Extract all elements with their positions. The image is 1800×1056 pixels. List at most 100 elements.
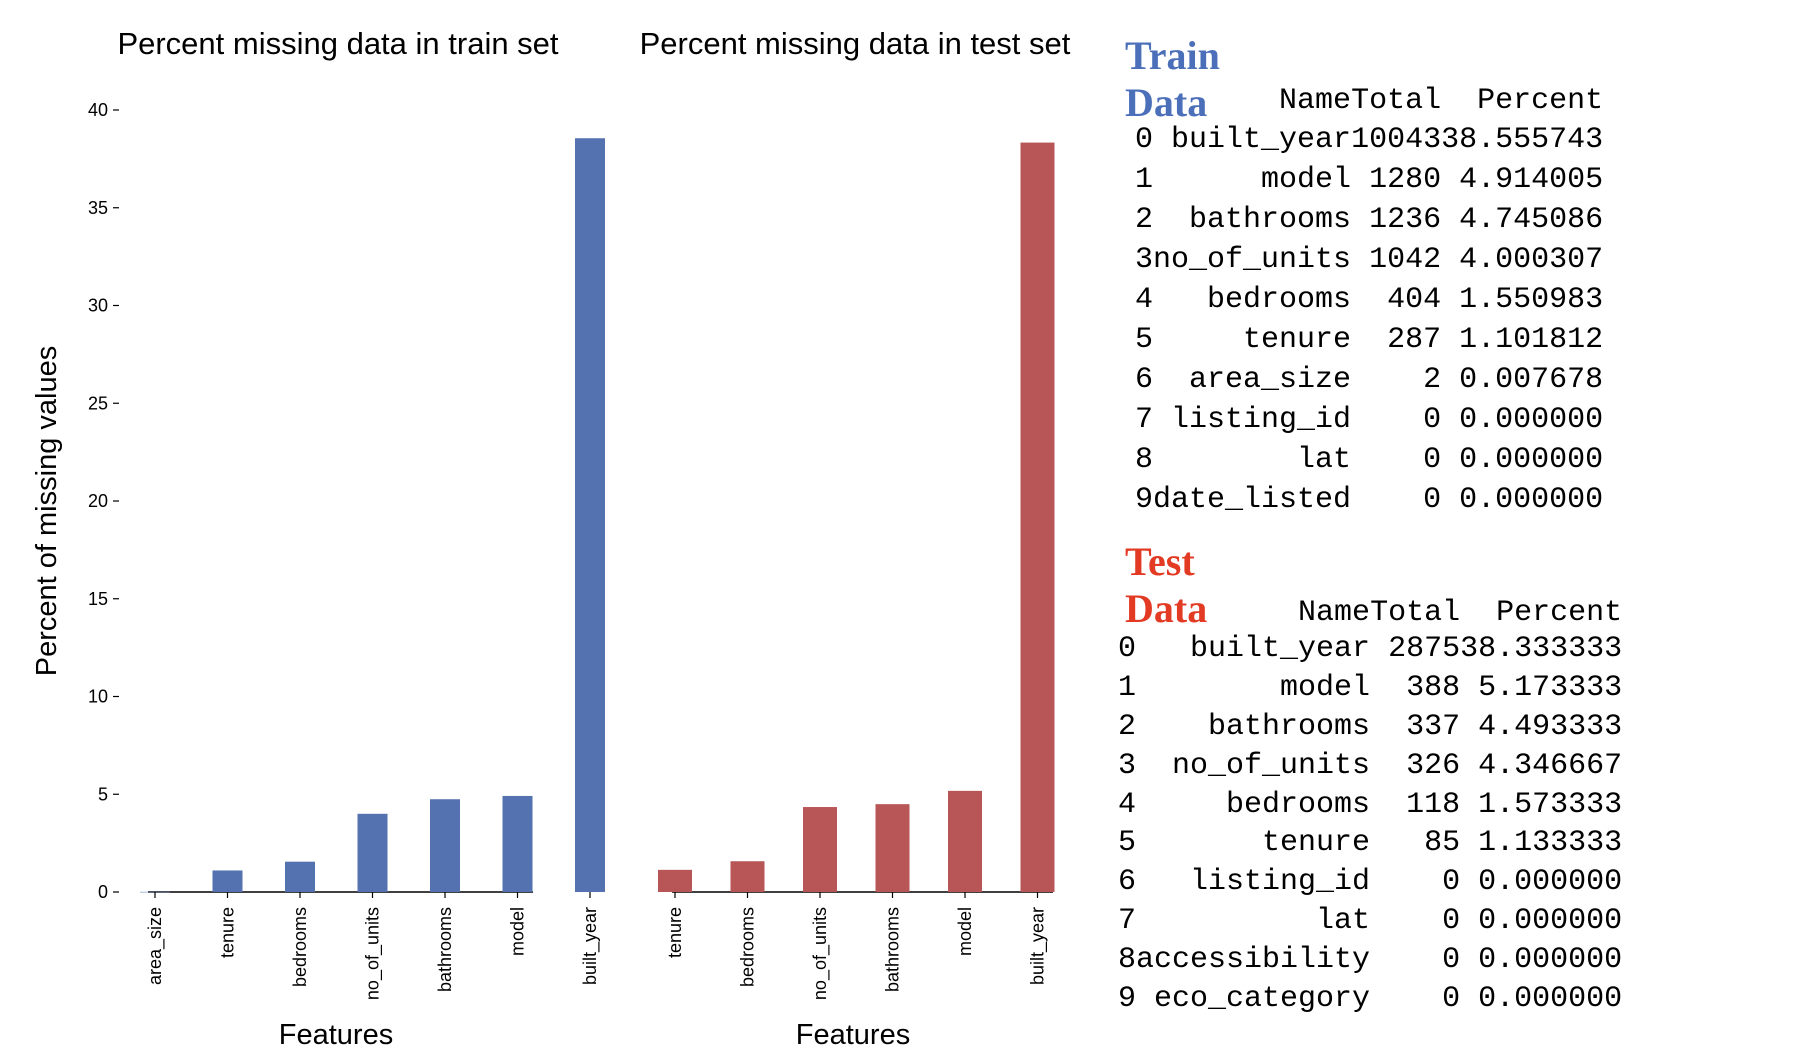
table-cell: accessibility xyxy=(1136,942,1371,977)
table-cell: 1.550983 xyxy=(1459,283,1604,317)
test-chart: Percent missing data in test set tenure be… xyxy=(640,26,1071,1051)
table-cell: 1042 xyxy=(1369,243,1442,277)
table-header-row: Name Total Percent xyxy=(1118,596,1622,630)
row-index: 6 xyxy=(1118,865,1137,900)
y-tick-label: 10 xyxy=(88,687,108,707)
row-index: 9 xyxy=(1118,981,1137,1016)
table-cell: 0 xyxy=(1423,443,1442,477)
table-cell: 0 xyxy=(1442,903,1461,938)
y-tick-label: 20 xyxy=(88,491,108,511)
table-cell: area_size xyxy=(1189,363,1352,397)
table-cell: 0.000000 xyxy=(1478,942,1623,977)
table-row: 3 no_of_units 326 4.346667 xyxy=(1118,746,1622,785)
x-tick-label: area_size xyxy=(145,907,166,985)
x-tick-label: tenure xyxy=(665,907,685,958)
test-bar-no_of_units xyxy=(803,807,837,892)
row-index: 2 xyxy=(1135,203,1154,237)
table-cell: lat xyxy=(1297,443,1352,477)
row-index: 4 xyxy=(1135,283,1154,317)
table-cell: no_of_units xyxy=(1153,243,1352,277)
row-index: 7 xyxy=(1135,403,1154,437)
train-bar-no_of_units xyxy=(357,813,388,892)
column-header: Percent xyxy=(1477,84,1604,118)
table-cell: 1.573333 xyxy=(1478,787,1623,822)
table-cell: built_year xyxy=(1190,632,1371,667)
table-cell: 0 xyxy=(1442,865,1461,900)
table-cell: 0.000000 xyxy=(1459,443,1604,477)
train-table: Name Total Percent 0 built_year 10043 38.55574… xyxy=(1135,82,1603,520)
row-index: 5 xyxy=(1118,826,1137,861)
test-chart-title: Percent missing data in test set xyxy=(640,26,1071,61)
test-bar-bedrooms xyxy=(730,861,765,892)
table-row: 8 accessibility 0 0.000000 xyxy=(1118,940,1622,979)
x-tick-label: no_of_units xyxy=(363,907,384,1000)
table-cell: 0.000000 xyxy=(1478,981,1623,1016)
test-bar-bathrooms xyxy=(875,804,910,892)
train-chart-title: Percent missing data in train set xyxy=(117,26,558,61)
row-index: 1 xyxy=(1118,671,1137,706)
train-table-title: Train Data xyxy=(1125,33,1220,125)
table-cell: model xyxy=(1261,163,1352,197)
table-row: 1 model 1280 4.914005 xyxy=(1135,160,1603,200)
table-cell: 1280 xyxy=(1369,163,1442,197)
table-cell: 118 xyxy=(1406,787,1461,822)
table-row: 7 listing_id 0 0.000000 xyxy=(1135,400,1603,440)
row-index: 0 xyxy=(1135,123,1154,157)
x-tick-label: tenure xyxy=(218,907,238,958)
test-x-axis-label: Features xyxy=(796,1019,910,1051)
test-bar-tenure xyxy=(658,869,692,892)
table-cell: 0 xyxy=(1423,483,1442,517)
train-x-axis-label: Features xyxy=(279,1019,393,1051)
table-cell: 1.101812 xyxy=(1459,323,1604,357)
row-index: 7 xyxy=(1118,903,1137,938)
train-bar-model xyxy=(502,795,533,892)
row-index: 9 xyxy=(1135,483,1154,517)
table-cell: 38.555743 xyxy=(1441,123,1604,157)
test-table: Name Total Percent 0 built_year 2875 38.333333… xyxy=(1118,596,1622,1018)
table-cell: 2 xyxy=(1423,363,1442,397)
table-cell: 4.914005 xyxy=(1459,163,1604,197)
train-bar-bathrooms xyxy=(430,799,460,892)
table-row: 0 built_year 10043 38.555743 xyxy=(1135,120,1603,160)
table-row: 1 model 388 5.173333 xyxy=(1118,669,1622,708)
table-cell: 0.000000 xyxy=(1478,903,1623,938)
table-cell: 85 xyxy=(1424,826,1461,861)
x-tick-label: model xyxy=(955,907,975,956)
table-cell: 0.000000 xyxy=(1478,865,1623,900)
table-cell: 5.173333 xyxy=(1478,671,1623,706)
table-cell: listing_id xyxy=(1190,865,1371,900)
table-cell: bedrooms xyxy=(1207,283,1352,317)
table-row: 8 lat 0 0.000000 xyxy=(1135,440,1603,480)
test-bar-model xyxy=(948,790,982,892)
table-cell: 337 xyxy=(1406,709,1461,744)
table-row: 4 bedrooms 118 1.573333 xyxy=(1118,785,1622,824)
column-header: Total xyxy=(1370,596,1461,630)
charts-canvas: Percent missing data in train set 0 5 10 15 2… xyxy=(31,26,1071,1051)
train-bar-bedrooms xyxy=(285,861,315,892)
column-header: Percent xyxy=(1496,596,1623,630)
table-cell: 0 xyxy=(1442,981,1461,1016)
x-tick-label: bedrooms xyxy=(738,907,758,987)
row-index: 5 xyxy=(1135,323,1154,357)
x-tick-label: built_year xyxy=(1028,907,1049,985)
table-cell: 0.000000 xyxy=(1459,483,1604,517)
table-row: 3 no_of_units 1042 4.000307 xyxy=(1135,240,1603,280)
table-row: 6 area_size 2 0.007678 xyxy=(1135,360,1603,400)
table-row: 7 lat 0 0.000000 xyxy=(1118,902,1622,941)
table-cell: bathrooms xyxy=(1208,709,1371,744)
x-tick-label: model xyxy=(508,907,528,956)
column-header: Name xyxy=(1298,596,1371,630)
row-index: 3 xyxy=(1118,748,1137,783)
y-tick-label: 25 xyxy=(88,393,108,413)
y-tick-label: 40 xyxy=(88,100,108,120)
train-bar-built_year xyxy=(575,138,605,892)
table-cell: bathrooms xyxy=(1189,203,1352,237)
column-header: Name xyxy=(1279,84,1352,118)
x-tick-label: bathrooms xyxy=(435,907,455,992)
table-row: 5 tenure 85 1.133333 xyxy=(1118,824,1622,863)
y-tick-label: 0 xyxy=(98,882,108,902)
table-cell: 4.745086 xyxy=(1459,203,1604,237)
table-cell: tenure xyxy=(1262,826,1371,861)
table-cell: 1236 xyxy=(1369,203,1442,237)
table-cell: 388 xyxy=(1406,671,1461,706)
